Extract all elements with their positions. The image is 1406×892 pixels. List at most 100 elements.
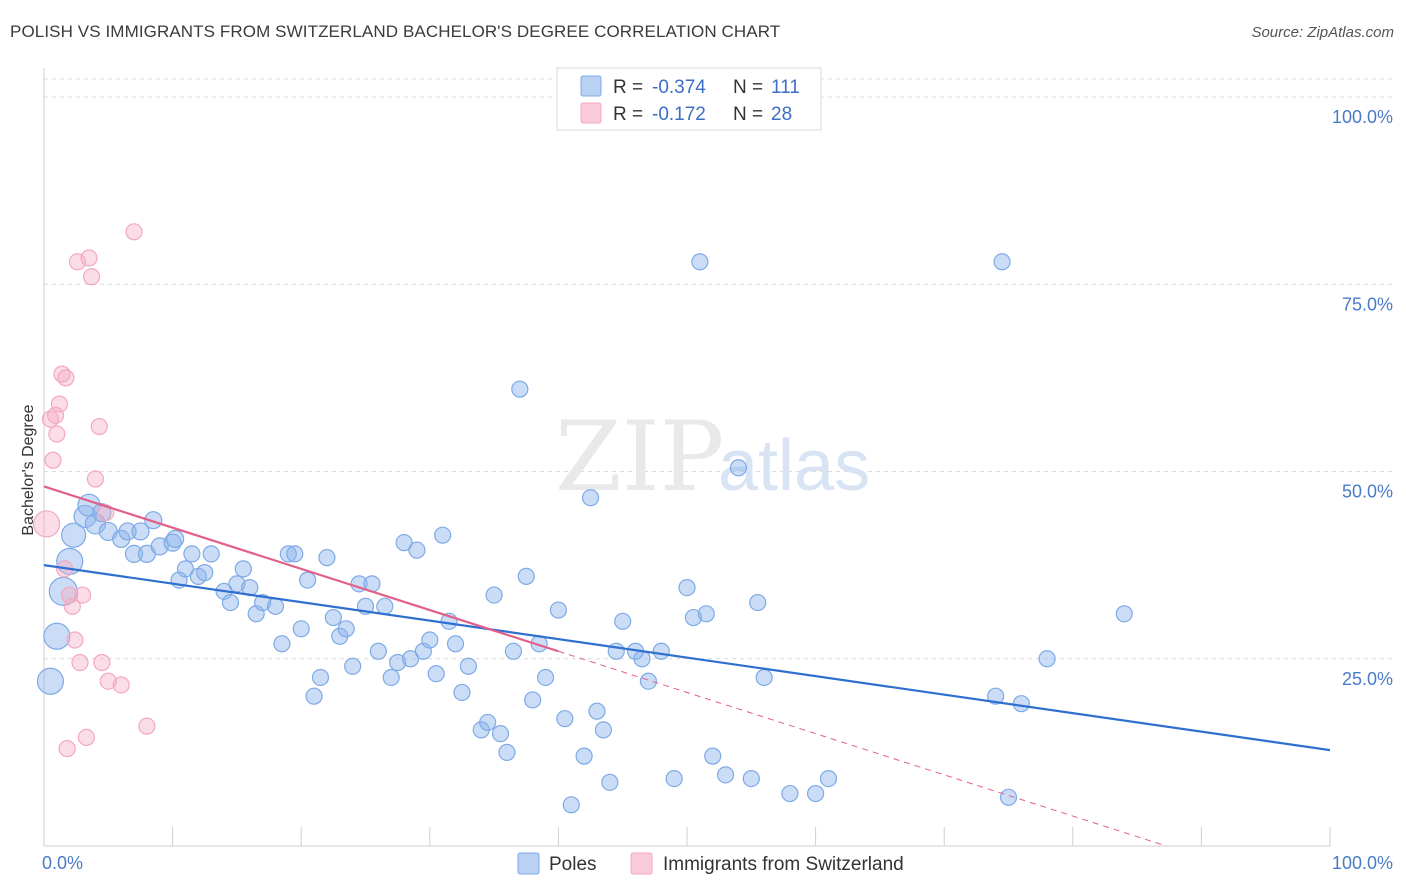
swiss-point-9 bbox=[58, 740, 76, 758]
trend-lines bbox=[43, 485, 1331, 847]
swiss-point-19 bbox=[86, 470, 105, 488]
swiss-point-25 bbox=[125, 223, 143, 241]
poles-point-98 bbox=[755, 668, 773, 687]
poles-point-51 bbox=[389, 653, 407, 672]
poles-point-32 bbox=[266, 597, 285, 615]
poles-point-0 bbox=[36, 667, 65, 695]
poles-point-20 bbox=[176, 560, 195, 578]
poles-point-62 bbox=[459, 657, 477, 675]
y-tick-labels: 25.0% 50.0% 75.0% 100.0% bbox=[1332, 107, 1393, 689]
poles-point-41 bbox=[324, 608, 342, 627]
watermark-atlas: atlas bbox=[718, 426, 870, 506]
stats-r-value-swiss: -0.172 bbox=[652, 104, 706, 125]
swiss-point-23 bbox=[99, 672, 117, 690]
poles-point-67 bbox=[498, 743, 516, 761]
poles-point-73 bbox=[536, 668, 555, 687]
poles-point-35 bbox=[286, 545, 304, 563]
axes bbox=[43, 68, 1331, 847]
stats-r-label-swiss: R = bbox=[613, 104, 643, 125]
series-legend: Poles Immigrants from Switzerland bbox=[517, 852, 904, 875]
poles-point-104 bbox=[999, 788, 1018, 806]
swiss-point-16 bbox=[77, 728, 96, 746]
poles-point-24 bbox=[202, 545, 220, 563]
poles-point-54 bbox=[408, 541, 426, 559]
poles-point-48 bbox=[369, 642, 387, 660]
swiss-point-8 bbox=[57, 369, 75, 387]
poles-point-93 bbox=[704, 747, 722, 765]
watermark-zip: ZIP bbox=[555, 401, 724, 513]
x-tick-label-1: 100.0% bbox=[1332, 853, 1393, 873]
poles-point-31 bbox=[254, 593, 272, 612]
poles-point-18 bbox=[166, 529, 185, 549]
swiss-point-3 bbox=[46, 406, 65, 424]
stats-legend-swatch-swiss bbox=[580, 102, 602, 124]
legend-swatch-poles bbox=[517, 852, 540, 875]
poles-point-91 bbox=[691, 253, 709, 271]
poles-point-102 bbox=[987, 687, 1005, 705]
legend-label-swiss: Immigrants from Switzerland bbox=[663, 854, 904, 875]
swiss-point-15 bbox=[73, 586, 92, 604]
poles-point-70 bbox=[517, 567, 535, 585]
poles-point-95 bbox=[729, 459, 748, 477]
poles-point-26 bbox=[221, 593, 240, 612]
poles-point-66 bbox=[491, 725, 510, 743]
poles-point-75 bbox=[556, 710, 574, 728]
swiss-point-22 bbox=[97, 504, 115, 522]
y-axis-label: Bachelor's Degree bbox=[20, 404, 37, 535]
poles-point-77 bbox=[575, 747, 593, 765]
swiss-point-0 bbox=[32, 510, 61, 538]
swiss-point-14 bbox=[71, 653, 89, 672]
poles-point-101 bbox=[819, 769, 838, 788]
poles-point-58 bbox=[434, 526, 452, 544]
poles-point-87 bbox=[652, 642, 670, 660]
poles-point-40 bbox=[318, 549, 336, 567]
poles-point-57 bbox=[427, 665, 445, 683]
poles-point-106 bbox=[1038, 650, 1056, 668]
poles-point-94 bbox=[716, 766, 735, 784]
poles-point-64 bbox=[479, 713, 497, 732]
data-points bbox=[32, 223, 1133, 814]
poles-point-28 bbox=[234, 560, 252, 578]
y-tick-label-2: 75.0% bbox=[1342, 294, 1393, 314]
swiss-point-17 bbox=[80, 249, 98, 267]
swiss-trend-line bbox=[43, 485, 559, 653]
poles-point-65 bbox=[485, 586, 503, 604]
stats-legend-swatch-poles bbox=[580, 75, 602, 97]
swiss-point-11 bbox=[63, 597, 81, 615]
swiss-point-2 bbox=[44, 451, 62, 469]
poles-point-74 bbox=[549, 601, 568, 619]
stats-n-value-swiss: 28 bbox=[771, 104, 792, 125]
poles-point-76 bbox=[562, 796, 580, 814]
poles-point-49 bbox=[376, 597, 394, 615]
swiss-point-12 bbox=[66, 631, 84, 649]
swiss-point-5 bbox=[50, 395, 69, 413]
poles-point-92 bbox=[697, 605, 715, 623]
poles-point-34 bbox=[279, 545, 297, 563]
swiss-point-24 bbox=[112, 676, 130, 694]
swiss-trend-line-extension bbox=[558, 650, 1167, 847]
poles-point-99 bbox=[781, 784, 799, 803]
poles-point-60 bbox=[446, 635, 465, 653]
poles-point-43 bbox=[337, 620, 355, 638]
poles-point-79 bbox=[588, 702, 606, 720]
poles-point-15 bbox=[144, 511, 163, 530]
poles-point-11 bbox=[118, 522, 137, 541]
poles-point-69 bbox=[511, 380, 529, 398]
poles-point-96 bbox=[742, 769, 760, 788]
poles-point-86 bbox=[639, 672, 658, 690]
poles-point-88 bbox=[665, 769, 683, 788]
poles-point-33 bbox=[273, 635, 291, 653]
stats-n-label-poles: N = bbox=[733, 77, 763, 98]
swiss-point-10 bbox=[61, 586, 79, 604]
stats-n-label-swiss: N = bbox=[733, 104, 763, 125]
poles-point-107 bbox=[1115, 605, 1133, 623]
x-tick-label-0: 0.0% bbox=[42, 853, 83, 873]
poles-point-61 bbox=[453, 683, 471, 702]
poles-point-71 bbox=[524, 691, 542, 709]
x-tick-labels: 0.0% 100.0% bbox=[42, 853, 1393, 873]
poles-point-23 bbox=[196, 564, 214, 582]
poles-point-81 bbox=[601, 773, 619, 791]
poles-point-10 bbox=[112, 529, 131, 549]
poles-point-4 bbox=[60, 522, 87, 548]
poles-point-38 bbox=[305, 687, 323, 705]
